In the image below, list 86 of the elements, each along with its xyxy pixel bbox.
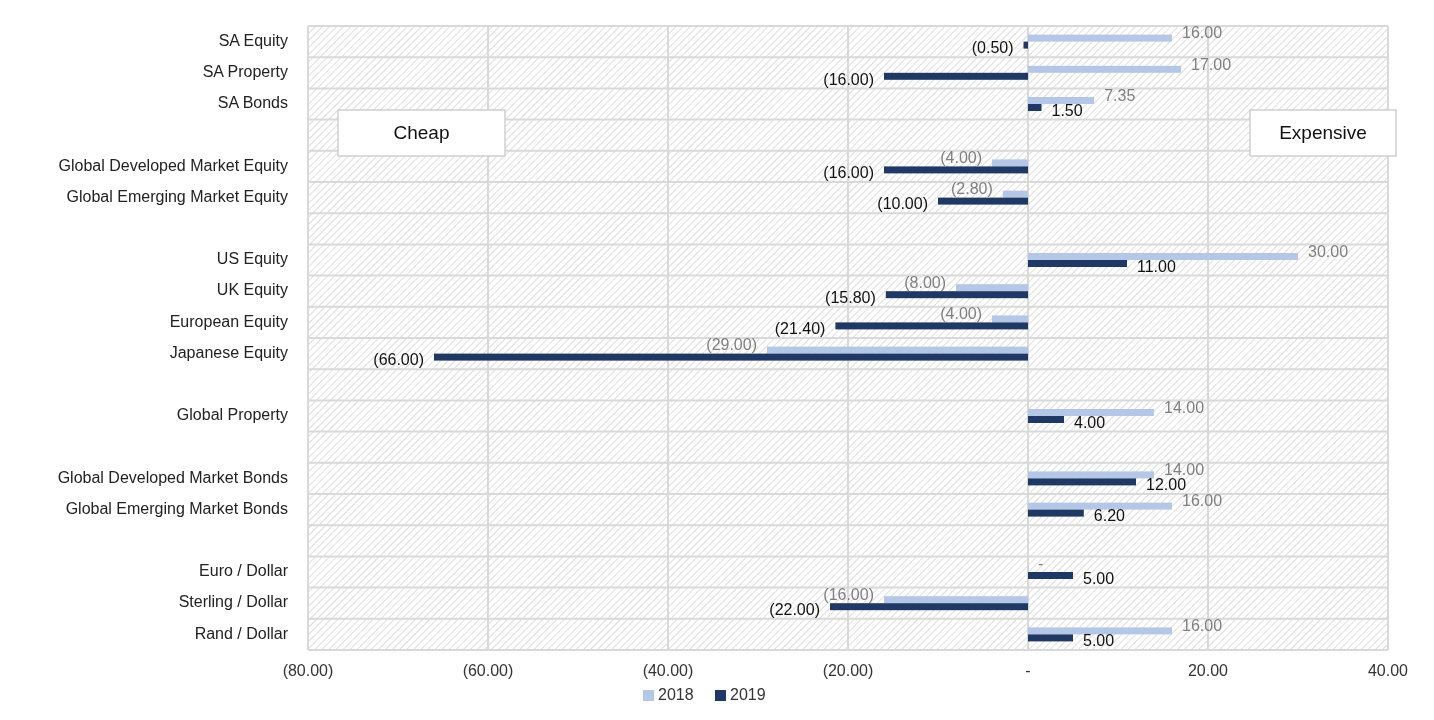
- data-label: (22.00): [769, 600, 820, 618]
- bar: [830, 603, 1028, 611]
- data-label: 11.00: [1137, 257, 1176, 275]
- data-label: (10.00): [877, 195, 928, 213]
- data-label: (29.00): [706, 336, 757, 354]
- annotation: Expensive: [1279, 122, 1367, 144]
- bar: [884, 72, 1028, 80]
- bar: [767, 346, 1028, 354]
- data-label: 5.00: [1083, 632, 1115, 650]
- x-tick-label: (60.00): [462, 662, 514, 679]
- data-label: -: [1038, 554, 1044, 572]
- bar: [1028, 478, 1136, 486]
- data-label: (0.50): [971, 39, 1014, 57]
- y-tick-label: Euro / Dollar: [199, 562, 289, 580]
- label-box: Cheap: [337, 109, 506, 157]
- data-label: 14.00: [1164, 398, 1205, 416]
- data-label: (4.00): [940, 305, 982, 323]
- x-tick-label: 40.00: [1367, 662, 1409, 679]
- bar: [1028, 253, 1298, 260]
- data-label: 16.00: [1182, 24, 1223, 42]
- y-tick-label: Rand / Dollar: [194, 624, 289, 642]
- bar: [1028, 409, 1154, 416]
- annotation: Cheap: [393, 122, 450, 144]
- data-label: (15.80): [825, 288, 876, 306]
- bar: [1028, 627, 1172, 635]
- x-tick-label: (40.00): [642, 662, 694, 679]
- y-tick-label: Sterling / Dollar: [178, 593, 289, 611]
- bar: [1028, 509, 1084, 517]
- data-label: (66.00): [373, 351, 424, 369]
- bar: [884, 166, 1028, 174]
- y-tick-label: Japanese Equity: [169, 343, 288, 361]
- data-label: 12.00: [1146, 476, 1187, 494]
- bar: [1028, 416, 1064, 423]
- x-tick-label: (80.00): [282, 662, 334, 679]
- data-label: (16.00): [823, 70, 874, 88]
- y-tick-label: SA Property: [202, 63, 288, 81]
- data-label: 16.00: [1182, 617, 1223, 635]
- y-tick-label: UK Equity: [216, 281, 288, 299]
- data-label: (8.00): [904, 273, 946, 291]
- bar: [956, 284, 1028, 292]
- bar: [938, 197, 1028, 205]
- bar: [1002, 190, 1028, 198]
- y-tick-label: Global Developed Market Equity: [58, 156, 288, 174]
- bar: [1028, 572, 1073, 579]
- bar: [884, 596, 1028, 604]
- data-label: 5.00: [1083, 569, 1115, 587]
- label-box: Expensive: [1249, 109, 1397, 157]
- bar: [1028, 104, 1042, 111]
- x-tick-label: -: [1025, 662, 1031, 679]
- data-label: (16.00): [823, 585, 874, 603]
- y-tick-label: Global Developed Market Bonds: [57, 468, 288, 486]
- y-tick-label: Global Property: [176, 406, 288, 424]
- data-label: 30.00: [1308, 242, 1349, 260]
- data-label: (21.40): [774, 320, 826, 338]
- bar: [434, 353, 1028, 361]
- x-tick-label: (20.00): [822, 662, 874, 679]
- bar: [1028, 502, 1172, 510]
- data-label: 1.50: [1051, 101, 1083, 119]
- data-label: 16.00: [1182, 492, 1223, 510]
- y-tick-label: Global Emerging Market Equity: [66, 187, 288, 205]
- data-label: 14.00: [1164, 461, 1205, 479]
- bar: [992, 159, 1028, 167]
- data-label: (2.80): [951, 180, 993, 198]
- data-label: 17.00: [1191, 55, 1232, 73]
- bar: [1028, 634, 1073, 642]
- data-label: 7.35: [1104, 86, 1136, 104]
- bar: [1028, 471, 1154, 479]
- bar: [835, 322, 1028, 330]
- bar: [885, 291, 1028, 299]
- bar: [992, 315, 1028, 323]
- legend-label: 2018: [658, 686, 694, 704]
- data-label: (16.00): [823, 164, 874, 182]
- y-tick-label: US Equity: [216, 250, 288, 268]
- data-label: (4.00): [940, 149, 982, 167]
- bar: [1028, 97, 1095, 104]
- y-tick-label: Global Emerging Market Bonds: [65, 499, 288, 517]
- y-tick-label: SA Bonds: [217, 94, 288, 112]
- bar: [1028, 65, 1181, 73]
- bar: [1028, 34, 1172, 42]
- y-tick-label: European Equity: [169, 312, 288, 330]
- x-tick-label: 20.00: [1187, 662, 1229, 679]
- legend-label: 2019: [730, 686, 766, 704]
- y-tick-label: SA Equity: [218, 31, 288, 49]
- data-label: 6.20: [1093, 507, 1126, 525]
- data-label: 4.00: [1074, 413, 1106, 431]
- bar: [1028, 260, 1127, 267]
